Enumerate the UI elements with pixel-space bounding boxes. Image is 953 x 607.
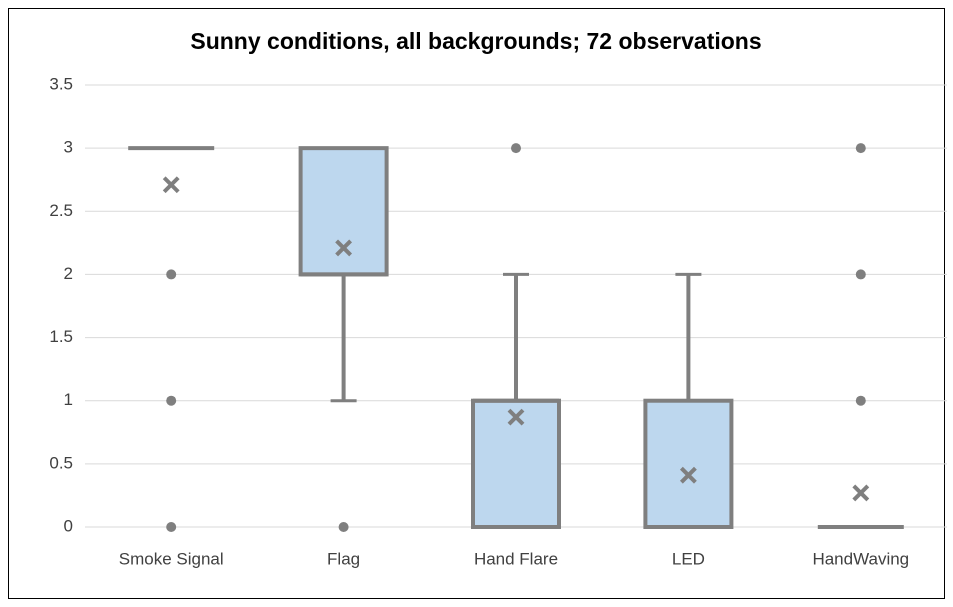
outlier — [855, 143, 866, 154]
box — [298, 146, 389, 277]
mean-marker — [679, 466, 697, 484]
outlier — [166, 522, 177, 532]
y-tick-label: 0.5 — [49, 453, 73, 472]
x-tick-label: LED — [672, 549, 705, 568]
y-tick-label: 3.5 — [49, 74, 73, 93]
outlier — [855, 269, 866, 280]
outlier — [855, 395, 866, 406]
outlier — [166, 395, 177, 406]
x-tick-label: Flag — [327, 549, 360, 568]
x-tick-label: Smoke Signal — [119, 549, 224, 568]
y-tick-label: 1 — [64, 390, 73, 409]
outlier — [338, 522, 349, 532]
mean-marker — [335, 239, 353, 257]
x-tick-label: HandWaving — [812, 549, 909, 568]
mean-marker — [852, 484, 870, 502]
outlier — [511, 143, 521, 154]
mean-marker — [507, 408, 525, 426]
chart-title: Sunny conditions, all backgrounds; 72 ob… — [190, 28, 761, 54]
y-tick-label: 0 — [64, 516, 73, 535]
y-tick-label: 2 — [64, 264, 73, 283]
y-tick-label: 2.5 — [49, 201, 73, 220]
outlier — [166, 269, 177, 280]
y-tick-label: 1.5 — [49, 327, 73, 346]
box — [643, 398, 734, 530]
y-tick-label: 3 — [64, 138, 73, 157]
mean-marker — [162, 176, 180, 194]
x-tick-label: Hand Flare — [474, 549, 558, 568]
